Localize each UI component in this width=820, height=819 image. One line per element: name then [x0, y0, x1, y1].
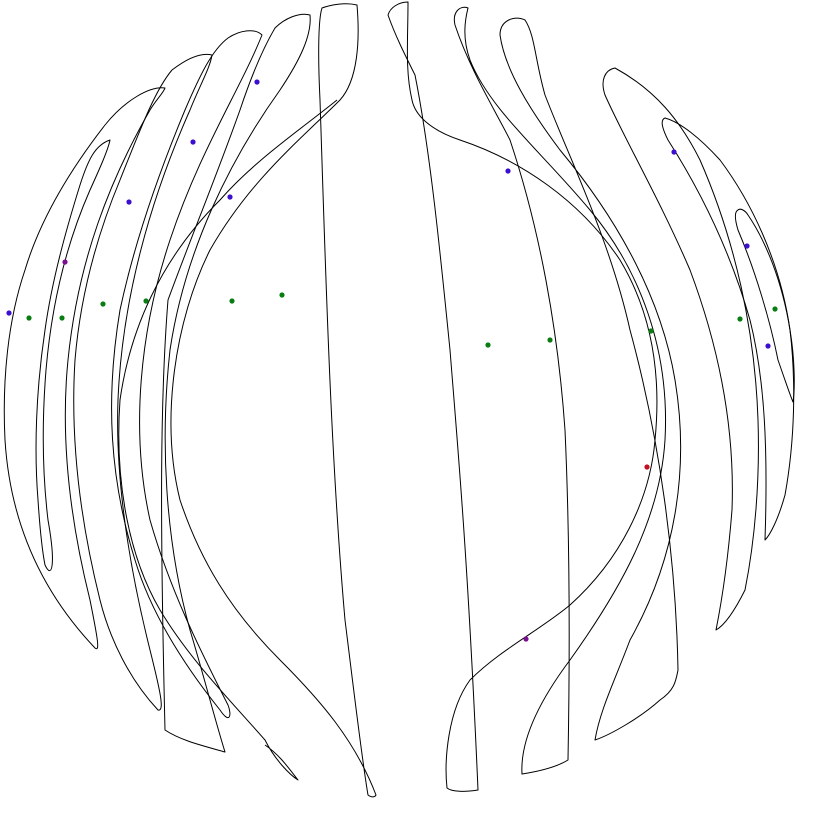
marker-dot-green [648, 328, 654, 334]
strand-right-8 [453, 6, 667, 775]
marker-dot-green [59, 315, 65, 321]
marker-dot-green [547, 337, 553, 343]
marker-dot-blue [126, 199, 132, 205]
strand-center-left [170, 3, 377, 798]
markers-group [6, 79, 778, 642]
marker-dot-blue [254, 79, 260, 85]
strand-left-3 [73, 53, 213, 711]
marker-dot-purple [62, 259, 68, 265]
strand-left-4 [111, 30, 263, 719]
marker-dot-blue [744, 243, 750, 249]
marker-dot-blue [6, 310, 12, 316]
marker-dot-blue [190, 139, 196, 145]
strand-right-12 [734, 208, 795, 403]
marker-dot-green [100, 301, 106, 307]
marker-dot-blue [505, 168, 511, 174]
marker-dot-blue [765, 343, 771, 349]
marker-dot-green [485, 342, 491, 348]
strand-left-sweep [118, 99, 338, 781]
strand-center-right [387, 1, 658, 792]
marker-dot-blue [227, 194, 233, 200]
strands-group [3, 1, 795, 798]
marker-dot-green [143, 298, 149, 304]
marker-dot-blue [671, 149, 677, 155]
strand-right-10 [602, 67, 759, 631]
marker-dot-green [279, 292, 285, 298]
marker-dot-purple [523, 636, 529, 642]
marker-dot-green [737, 316, 743, 322]
strand-left-2 [3, 87, 166, 650]
marker-dot-green [772, 306, 778, 312]
strand-right-11 [661, 117, 795, 541]
marker-dot-green [229, 298, 235, 304]
strand-right-9 [499, 17, 682, 741]
marker-dot-red [644, 464, 650, 470]
marker-dot-green [26, 315, 32, 321]
strand-left-5 [161, 13, 311, 753]
